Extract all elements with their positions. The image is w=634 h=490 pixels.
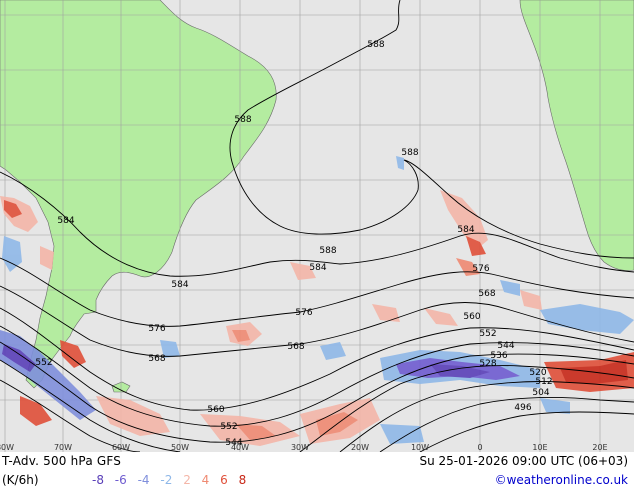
lon-label: 70W — [54, 443, 72, 452]
weather-map: 588 588 588 588 584 584 584 584 576 576 … — [0, 0, 634, 452]
legend-entry: 2 — [183, 473, 191, 487]
contour-label: 576 — [148, 324, 165, 334]
legend-entry: 6 — [220, 473, 228, 487]
contour-label: 588 — [319, 246, 336, 256]
color-legend: -8 -6 -4 -2 2 4 6 8 — [92, 473, 253, 487]
map-title: T-Adv. 500 hPa GFS — [2, 454, 122, 468]
lon-label: 10W — [411, 443, 429, 452]
south-america — [0, 0, 277, 389]
contour-label: 552 — [35, 358, 52, 368]
height-contours — [0, 0, 634, 452]
contour-label: 504 — [532, 388, 549, 398]
valid-time: Su 25-01-2026 09:00 UTC (06+03) — [419, 454, 628, 468]
lon-label: 20W — [351, 443, 369, 452]
contour-label: 576 — [472, 264, 489, 274]
longitude-labels: 80W 70W 60W 50W 40W 30W 20W 10W 0 10E 20… — [0, 443, 608, 452]
legend-entry: -8 — [92, 473, 104, 487]
contour-label: 552 — [220, 422, 237, 432]
landmasses — [0, 0, 634, 393]
contour-label: 576 — [295, 308, 312, 318]
legend-entry: -6 — [114, 473, 127, 487]
africa — [519, 0, 634, 271]
warm-advection-patches — [0, 190, 634, 446]
legend-entry: 8 — [238, 473, 247, 487]
contour-label: 512 — [535, 377, 552, 387]
lon-label: 0 — [477, 443, 482, 452]
contour-label: 584 — [457, 225, 474, 235]
contour-labels: 588 588 588 588 584 584 584 584 576 576 … — [35, 40, 552, 448]
contour-label: 588 — [401, 148, 418, 158]
contour-label: 520 — [529, 368, 546, 378]
contour-label: 584 — [57, 216, 74, 226]
units-label: (K/6h) — [2, 473, 39, 487]
contour-label: 552 — [479, 329, 496, 339]
contour-label: 584 — [309, 263, 326, 273]
lon-label: 10E — [532, 443, 547, 452]
legend-entry: -2 — [160, 473, 173, 487]
credit-link[interactable]: ©weatheronline.co.uk — [494, 473, 628, 487]
contour-label: 584 — [171, 280, 188, 290]
lon-label: 40W — [231, 443, 249, 452]
map-canvas: 588 588 588 588 584 584 584 584 576 576 … — [0, 0, 634, 452]
contour-label: 588 — [367, 40, 384, 50]
contour-label: 568 — [287, 342, 304, 352]
map-footer: T-Adv. 500 hPa GFS Su 25-01-2026 09:00 U… — [0, 452, 634, 490]
contour-label: 568 — [148, 354, 165, 364]
contour-label: 588 — [234, 115, 251, 125]
lon-label: 50W — [171, 443, 189, 452]
contour-label: 544 — [225, 438, 242, 448]
contour-label: 560 — [463, 312, 480, 322]
lon-label: 80W — [0, 443, 14, 452]
lon-label: 60W — [112, 443, 130, 452]
contour-label: 568 — [478, 289, 495, 299]
contour-label: 496 — [514, 403, 531, 413]
contour-label: 560 — [207, 405, 224, 415]
contour-label: 536 — [490, 351, 507, 361]
lon-label: 20E — [592, 443, 607, 452]
legend-entry: 4 — [201, 473, 210, 487]
contour-label: 528 — [479, 359, 496, 369]
legend-entry: -4 — [137, 473, 150, 487]
lon-label: 30W — [291, 443, 309, 452]
contour-label: 544 — [497, 341, 514, 351]
